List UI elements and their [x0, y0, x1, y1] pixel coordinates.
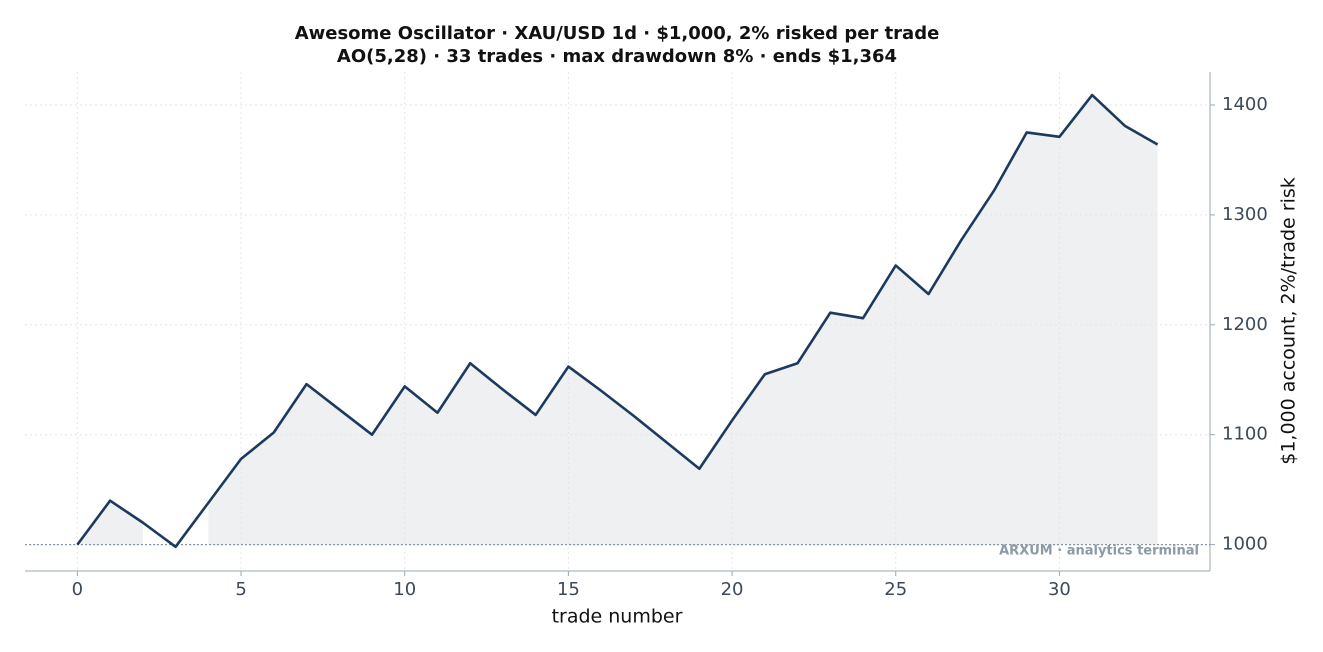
y-tick-label: 1100: [1222, 424, 1268, 445]
chart-subtitle: AO(5,28) · 33 trades · max drawdown 8% ·…: [337, 46, 897, 67]
x-tick-label: 0: [72, 579, 83, 600]
y-tick-label: 1200: [1222, 314, 1268, 335]
y-tick-label: 1300: [1222, 204, 1268, 225]
x-axis-label: trade number: [552, 606, 683, 628]
area-fill: [208, 95, 1158, 545]
chart-title: Awesome Oscillator · XAU/USD 1d · $1,000…: [295, 23, 940, 44]
area-fill: [77, 500, 143, 545]
equity-line: [76, 93, 1159, 549]
x-tick-label: 10: [393, 579, 416, 600]
x-tick-label: 25: [884, 579, 907, 600]
x-tick-label: 20: [721, 579, 744, 600]
x-tick-label: 30: [1048, 579, 1071, 600]
watermark: ARXUM · analytics terminal: [999, 544, 1199, 559]
y-tick-label: 1000: [1222, 534, 1268, 555]
y-tick-label: 1400: [1222, 94, 1268, 115]
x-tick-label: 5: [235, 579, 246, 600]
y-axis-label: $1,000 account, 2%/trade risk: [1278, 177, 1300, 465]
x-tick-label: 15: [557, 579, 580, 600]
